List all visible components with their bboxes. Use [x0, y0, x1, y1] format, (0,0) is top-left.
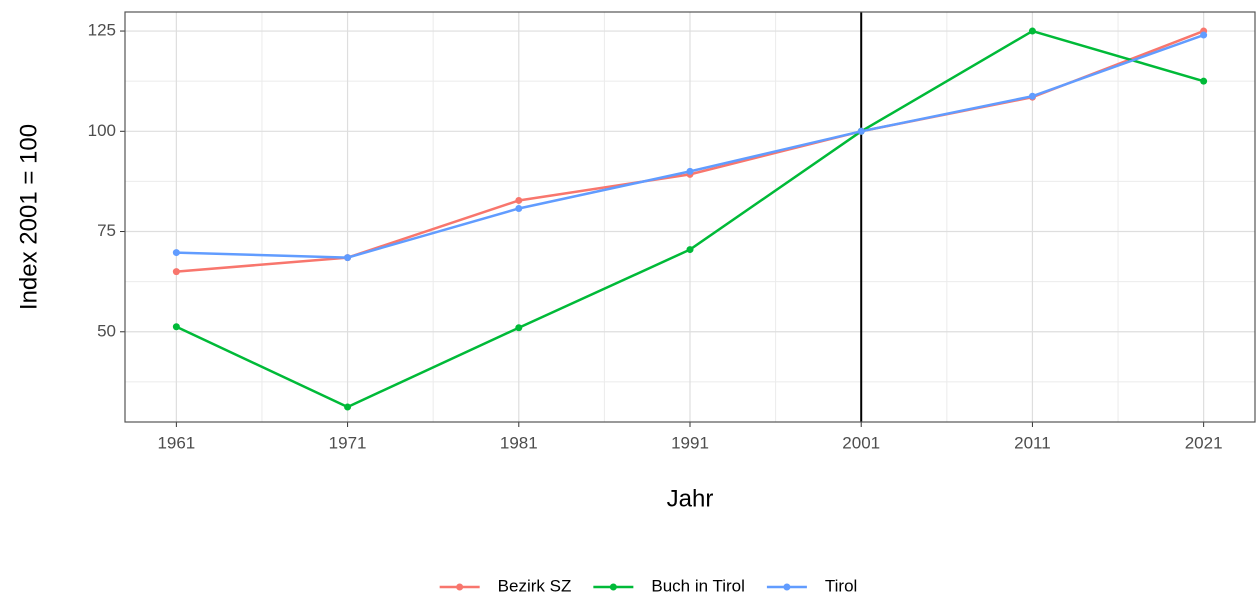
x-tick-label: 1981: [500, 433, 538, 452]
data-point: [344, 403, 352, 411]
data-point: [172, 268, 180, 276]
data-point: [344, 254, 352, 262]
x-tick-label: 1991: [671, 433, 709, 452]
x-tick-label: 2011: [1014, 433, 1051, 452]
x-axis-label: Jahr: [667, 485, 714, 512]
y-tick-label: 125: [88, 21, 116, 40]
data-point: [515, 196, 523, 204]
panel-border: [124, 11, 1256, 423]
x-tick-label: 2021: [1185, 433, 1223, 452]
data-point: [515, 324, 523, 332]
y-tick-label: 100: [88, 121, 116, 140]
legend-label: Bezirk SZ: [498, 576, 572, 595]
legend-swatch-point: [456, 583, 464, 591]
data-point: [857, 127, 865, 135]
data-point: [1028, 92, 1036, 100]
data-point: [1200, 31, 1208, 39]
data-point: [1028, 27, 1036, 35]
data-point: [1200, 77, 1208, 85]
x-tick-label: 1961: [157, 433, 195, 452]
data-point: [172, 249, 180, 257]
y-tick-label: 50: [97, 321, 116, 340]
legend: Bezirk SZ Buch in Tirol Tirol: [439, 576, 857, 595]
legend-label: Tirol: [825, 576, 857, 595]
legend-swatch-point: [783, 583, 791, 591]
data-point: [686, 246, 694, 254]
legend-label: Buch in Tirol: [651, 576, 745, 595]
data-point: [686, 167, 694, 175]
data-point: [515, 204, 523, 212]
x-tick-label: 1971: [329, 433, 367, 452]
y-axis-label: Index 2001 = 100: [15, 124, 42, 310]
legend-swatch-point: [609, 583, 617, 591]
x-tick-label: 2001: [842, 433, 880, 452]
y-tick-label: 75: [97, 221, 116, 240]
data-point: [172, 323, 180, 331]
